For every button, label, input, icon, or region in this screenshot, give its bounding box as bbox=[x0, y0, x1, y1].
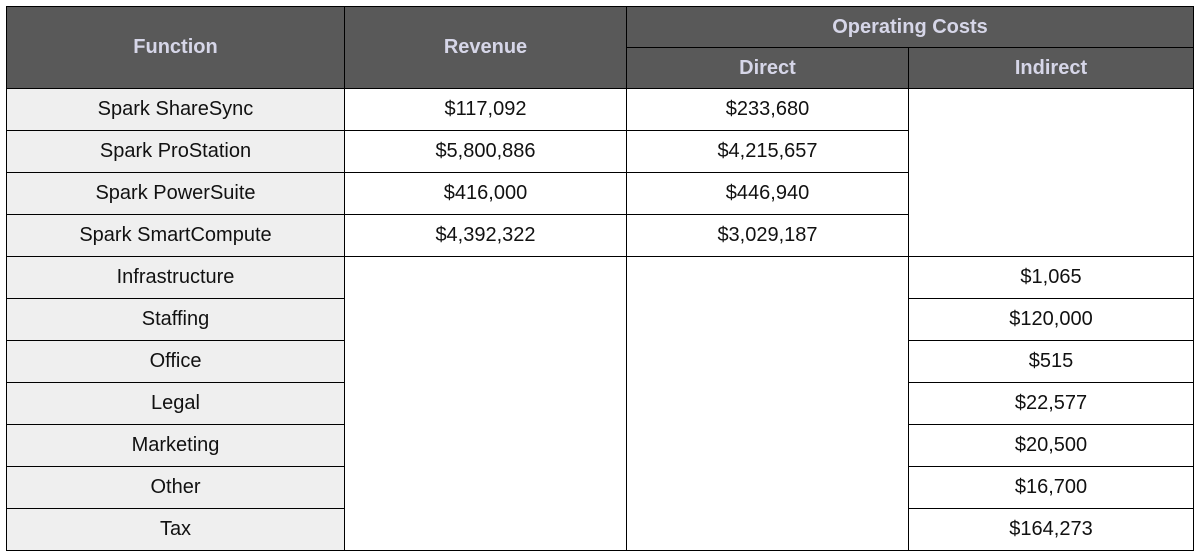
revenue-cell: $117,092 bbox=[344, 88, 627, 131]
indirect-cost-cell: $22,577 bbox=[907, 382, 1195, 425]
table-row: Spark ProStation $5,800,886 $4,215,657 bbox=[6, 130, 1194, 173]
header-operating-costs: Operating Costs bbox=[625, 6, 1195, 48]
indirect-cost-cell: $164,273 bbox=[907, 508, 1195, 551]
indirect-cost-cell: $20,500 bbox=[907, 424, 1195, 467]
function-cell: Spark SmartCompute bbox=[6, 214, 345, 257]
table-row: Infrastructure $1,065 bbox=[6, 256, 1195, 551]
table-row: Other $16,700 bbox=[6, 466, 1195, 509]
revenue-cell: $416,000 bbox=[344, 172, 627, 215]
indirect-cost-cell: $1,065 bbox=[907, 256, 1195, 299]
revenue-cell: $5,800,886 bbox=[344, 130, 627, 173]
table-row: Marketing $20,500 bbox=[6, 424, 1195, 467]
function-cell: Spark ShareSync bbox=[6, 88, 345, 131]
table-row: Legal $22,577 bbox=[6, 382, 1195, 425]
operating-costs-table: Function Revenue Operating Costs Direct … bbox=[6, 6, 1195, 551]
indirect-empty-cell bbox=[907, 88, 1195, 257]
indirect-cost-cell: $16,700 bbox=[907, 466, 1195, 509]
table-row: Spark SmartCompute $4,392,322 $3,029,187 bbox=[6, 214, 1194, 257]
function-cell: Infrastructure bbox=[6, 256, 345, 299]
function-cell: Tax bbox=[6, 508, 345, 551]
indirect-cost-cell: $120,000 bbox=[907, 298, 1195, 341]
table-row: Staffing $120,000 bbox=[6, 298, 1195, 341]
function-cell: Other bbox=[6, 466, 345, 509]
direct-empty-cell bbox=[626, 256, 909, 551]
direct-cost-cell: $233,680 bbox=[626, 88, 909, 131]
direct-cost-cell: $446,940 bbox=[626, 172, 909, 215]
table-row: Office $515 bbox=[6, 340, 1195, 383]
table-header: Function Revenue Operating Costs Direct … bbox=[6, 6, 1195, 89]
revenue-cell: $4,392,322 bbox=[344, 214, 627, 257]
header-direct: Direct bbox=[626, 47, 909, 89]
table-row: Tax $164,273 bbox=[6, 508, 1195, 551]
table-row: Spark PowerSuite $416,000 $446,940 bbox=[6, 172, 1194, 215]
indirect-cost-cell: $515 bbox=[907, 340, 1195, 383]
function-cell: Office bbox=[6, 340, 345, 383]
header-revenue: Revenue bbox=[344, 6, 627, 89]
function-cell: Marketing bbox=[6, 424, 345, 467]
function-cell: Spark ProStation bbox=[6, 130, 345, 173]
header-function: Function bbox=[6, 6, 345, 89]
function-cell: Staffing bbox=[6, 298, 345, 341]
function-cell: Legal bbox=[6, 382, 345, 425]
revenue-empty-cell bbox=[344, 256, 627, 551]
table-row: Spark ShareSync $117,092 $233,680 bbox=[6, 88, 1195, 257]
direct-cost-cell: $3,029,187 bbox=[626, 214, 909, 257]
direct-cost-cell: $4,215,657 bbox=[626, 130, 909, 173]
table-body: Spark ShareSync $117,092 $233,680 Spark … bbox=[6, 88, 1195, 551]
header-indirect: Indirect bbox=[907, 47, 1195, 89]
function-cell: Spark PowerSuite bbox=[6, 172, 345, 215]
